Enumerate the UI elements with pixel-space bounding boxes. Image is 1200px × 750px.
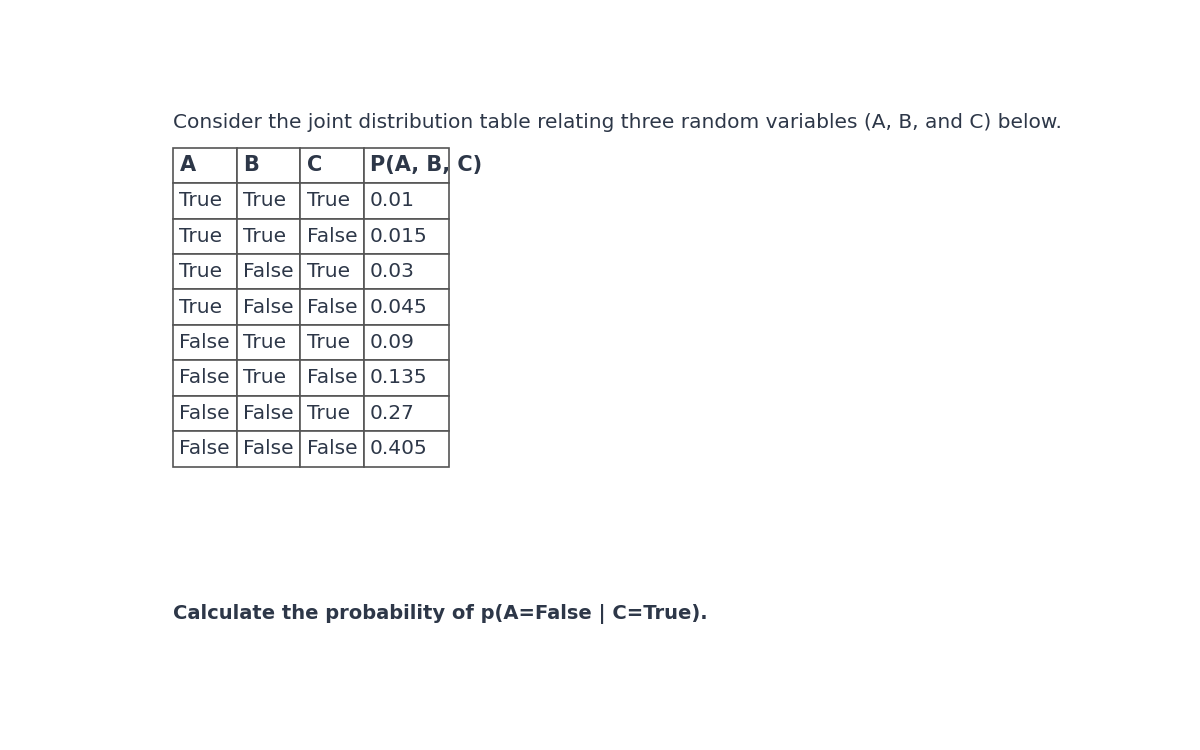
Bar: [236, 254, 300, 290]
Bar: [364, 183, 449, 218]
Bar: [364, 360, 449, 396]
Text: C: C: [306, 155, 322, 176]
Text: True: True: [306, 333, 349, 352]
Text: False: False: [180, 333, 230, 352]
Bar: [173, 183, 236, 218]
Text: Calculate the probability of p(A=False | C=True).: Calculate the probability of p(A=False |…: [173, 604, 708, 624]
Bar: [364, 290, 449, 325]
Text: True: True: [242, 191, 286, 211]
Bar: [236, 290, 300, 325]
Text: 0.01: 0.01: [370, 191, 415, 211]
Bar: [364, 148, 449, 183]
Text: P(A, B, C): P(A, B, C): [370, 155, 482, 176]
Bar: [300, 290, 364, 325]
Text: 0.27: 0.27: [370, 404, 415, 423]
Bar: [300, 325, 364, 360]
Bar: [173, 360, 236, 396]
Bar: [300, 148, 364, 183]
Text: False: False: [306, 440, 358, 458]
Bar: [236, 431, 300, 466]
Bar: [300, 183, 364, 218]
Bar: [364, 396, 449, 431]
Text: True: True: [180, 226, 222, 246]
Text: False: False: [180, 440, 230, 458]
Text: 0.03: 0.03: [370, 262, 415, 281]
Bar: [236, 183, 300, 218]
Bar: [173, 396, 236, 431]
Text: True: True: [306, 404, 349, 423]
Text: 0.135: 0.135: [370, 368, 427, 388]
Bar: [173, 148, 236, 183]
Bar: [173, 431, 236, 466]
Text: True: True: [242, 368, 286, 388]
Bar: [173, 218, 236, 254]
Text: False: False: [242, 298, 294, 316]
Text: Consider the joint distribution table relating three random variables (A, B, and: Consider the joint distribution table re…: [173, 113, 1062, 132]
Bar: [236, 360, 300, 396]
Bar: [300, 254, 364, 290]
Text: False: False: [242, 404, 294, 423]
Bar: [236, 396, 300, 431]
Bar: [236, 218, 300, 254]
Text: True: True: [180, 262, 222, 281]
Bar: [173, 254, 236, 290]
Bar: [300, 218, 364, 254]
Text: B: B: [242, 155, 259, 176]
Text: False: False: [242, 440, 294, 458]
Bar: [173, 290, 236, 325]
Bar: [364, 431, 449, 466]
Bar: [300, 360, 364, 396]
Text: A: A: [180, 155, 196, 176]
Bar: [300, 396, 364, 431]
Text: True: True: [242, 226, 286, 246]
Text: True: True: [306, 191, 349, 211]
Text: True: True: [242, 333, 286, 352]
Bar: [364, 325, 449, 360]
Bar: [300, 431, 364, 466]
Text: False: False: [306, 226, 358, 246]
Text: False: False: [306, 368, 358, 388]
Text: 0.045: 0.045: [370, 298, 428, 316]
Bar: [173, 325, 236, 360]
Text: False: False: [180, 368, 230, 388]
Text: True: True: [306, 262, 349, 281]
Bar: [364, 254, 449, 290]
Text: False: False: [180, 404, 230, 423]
Text: False: False: [242, 262, 294, 281]
Text: 0.09: 0.09: [370, 333, 415, 352]
Text: 0.015: 0.015: [370, 226, 428, 246]
Text: True: True: [180, 298, 222, 316]
Text: False: False: [306, 298, 358, 316]
Text: 0.405: 0.405: [370, 440, 428, 458]
Bar: [236, 148, 300, 183]
Text: True: True: [180, 191, 222, 211]
Bar: [364, 218, 449, 254]
Bar: [236, 325, 300, 360]
